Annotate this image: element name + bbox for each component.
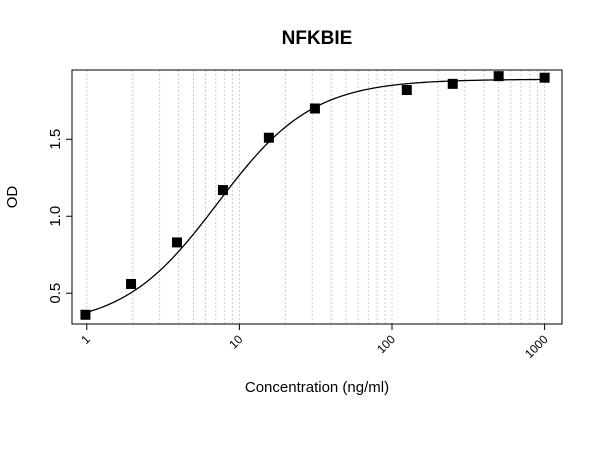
x-tick-label: 100 [374,332,398,356]
data-point [217,185,228,196]
x-tick-label: 1000 [522,332,551,361]
data-point [447,78,458,89]
data-point [493,71,504,82]
x-tick-label: 10 [226,332,246,352]
data-point [539,72,550,83]
data-point [401,85,412,96]
data-point [171,237,182,248]
y-tick-label: 0.5 [47,283,64,304]
x-axis-title: Concentration (ng/ml) [245,379,389,396]
data-point [80,309,91,320]
y-axis-title: OD [4,186,21,209]
plot-frame [71,69,563,325]
chart-title: NFKBIE [282,28,353,49]
data-point [126,278,137,289]
x-tick-label: 1 [78,332,93,347]
y-tick-label: 1.0 [47,206,64,227]
fit-curve [85,78,545,314]
x-axis: 1 10 100 1000 [78,324,551,361]
data-point [309,103,320,114]
y-tick-label: 1.5 [47,129,64,150]
data-point [263,132,274,143]
data-points [80,71,550,320]
y-axis: 0.5 1.0 1.5 [47,129,72,304]
